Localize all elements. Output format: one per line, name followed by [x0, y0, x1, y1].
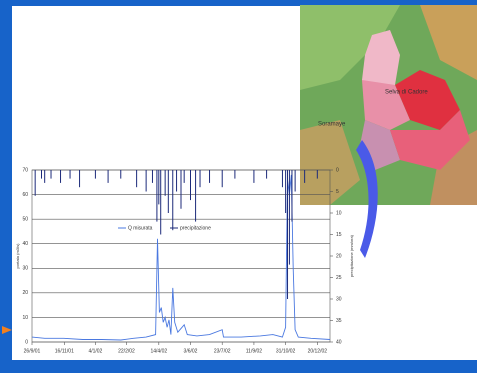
x-tick-label: 23/7/02	[214, 348, 231, 354]
x-tick-label: 4/1/02	[88, 348, 102, 354]
slide: Selva di Cadore Soramaye 010203040506070…	[0, 0, 477, 368]
y-axis-label: portata (m3/s)	[15, 243, 20, 269]
y2-axis-label: precipitazione (mm/ora)	[349, 234, 354, 277]
y2-tick-label: 25	[336, 275, 342, 281]
map-label: Soramaye	[318, 122, 346, 128]
y-tick-label: 40	[22, 241, 28, 247]
y-tick-label: 0	[25, 339, 28, 345]
x-tick-label: 20/12/02	[308, 348, 328, 354]
y2-tick-label: 20	[336, 253, 342, 259]
y2-tick-label: 0	[336, 167, 339, 173]
y2-tick-label: 10	[336, 210, 342, 216]
legend-label: precipitazione	[180, 225, 211, 231]
x-tick-label: 14/4/02	[150, 348, 167, 354]
x-tick-label: 3/6/02	[184, 348, 198, 354]
y-tick-label: 10	[22, 315, 28, 321]
pointer-arrow	[2, 326, 12, 334]
y-tick-label: 50	[22, 216, 28, 222]
y-tick-label: 20	[22, 290, 28, 296]
map-label: Selva di Cadore	[385, 90, 428, 96]
x-tick-label: 22/2/02	[118, 348, 135, 354]
x-tick-label: 31/10/02	[276, 348, 296, 354]
x-tick-label: 16/11/01	[55, 348, 74, 354]
x-tick-label: 11/9/02	[246, 348, 263, 354]
y2-tick-label: 15	[336, 232, 342, 238]
y-tick-label: 60	[22, 192, 28, 198]
y-tick-label: 70	[22, 167, 28, 173]
x-tick-label: 26/9/01	[24, 348, 41, 354]
y2-tick-label: 30	[336, 296, 342, 302]
page: {"chart_data": {"type": "line", "xlim": …	[0, 0, 477, 368]
y2-tick-label: 35	[336, 318, 342, 324]
y2-tick-label: 5	[336, 189, 339, 195]
legend-label: Q misurata	[128, 225, 153, 231]
map: Selva di Cadore Soramaye	[300, 5, 477, 205]
y-tick-label: 30	[22, 266, 28, 272]
y2-tick-label: 40	[336, 339, 342, 345]
